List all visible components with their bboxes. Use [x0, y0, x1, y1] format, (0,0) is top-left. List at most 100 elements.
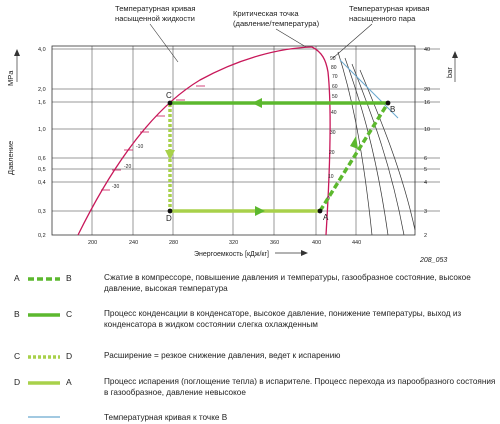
legend-line-blue-icon: [28, 416, 60, 418]
y-right-tick: 3: [424, 209, 427, 215]
isotherm-label: 40: [331, 110, 337, 116]
y-left-tick: 0,4: [38, 180, 46, 186]
critical-point-title-line2: (давление/температура): [233, 19, 320, 28]
y-right-tick: 5: [424, 167, 427, 173]
legend-line-evaporation-icon: [28, 381, 60, 385]
y-right-tick: 20: [424, 87, 430, 93]
y-left-axis-unit: MPa: [6, 70, 15, 86]
legend-text: Температурная кривая к точке B: [104, 413, 228, 422]
point-d-label: D: [166, 214, 172, 223]
x-tick: 320: [229, 240, 238, 246]
vapor-isotherm-labels: 90 80 70 60 50 40 30 20 10 0: [327, 56, 338, 202]
plot-frame: [51, 45, 416, 236]
isotherm-curve-2: [344, 57, 389, 236]
y-right-tick: 4: [424, 180, 427, 186]
point-d-marker: [167, 208, 173, 214]
y-left-tick: 0,6: [38, 156, 46, 162]
x-ticks: 200 240 280 320 360 400 440: [88, 240, 361, 246]
vapor-curve-leader: [332, 23, 373, 59]
x-tick: 400: [312, 240, 321, 246]
point-a-label: A: [323, 213, 329, 222]
liquid-curve-leader: [149, 23, 179, 63]
point-c-marker: [167, 100, 173, 106]
legend-from: C: [14, 351, 21, 361]
isotherm-label: -30: [112, 184, 119, 190]
y-right-tick: 16: [424, 100, 430, 106]
liquid-curve-title-line2: насыщенной жидкости: [115, 14, 195, 23]
y-right-ticks: 40 20 16 10 6 5 4 3 2: [424, 47, 430, 239]
isotherm-curve-1: [337, 51, 373, 236]
y-right-axis-unit: bar: [445, 67, 454, 78]
isotherm-label: 90: [330, 56, 336, 62]
y-right-tick: 2: [424, 233, 427, 239]
vapor-curve-title-line2: насыщенного пара: [349, 14, 416, 23]
process-b-c-arrow: [252, 98, 262, 108]
y-right-axis-arrowhead: [452, 51, 458, 58]
x-tick: 240: [129, 240, 138, 246]
y-left-axis-label: Давление: [6, 141, 15, 175]
x-tick: 440: [352, 240, 361, 246]
process-d-a-arrow: [255, 206, 265, 216]
point-a-marker: [317, 208, 323, 214]
point-c-label: C: [166, 91, 172, 100]
legend-line-solid-icon: [28, 313, 60, 317]
vapor-curve-title-line1: Температурная кривая: [349, 4, 429, 13]
y-left-tick: 4,0: [38, 47, 46, 53]
isotherm-label: 10: [328, 174, 334, 180]
y-left-tick: 1,0: [38, 127, 46, 133]
legend-text: Сжатие в компрессоре, повышение давления…: [104, 273, 471, 293]
saturated-vapor-curve: [311, 46, 331, 236]
legend-to: D: [66, 351, 73, 361]
y-left-axis-arrowhead: [14, 49, 20, 56]
isotherm-label: -10: [136, 144, 143, 150]
y-right-tick: 10: [424, 127, 430, 133]
point-b-label: B: [390, 105, 395, 114]
process-a-b: [318, 102, 390, 212]
legend-text: Процесс испарения (поглощение тепла) в и…: [104, 377, 496, 397]
y-left-tick: 1,6: [38, 100, 46, 106]
legend-to: C: [66, 309, 73, 319]
critical-point-title-line1: Критическая точка: [233, 9, 299, 18]
enthalpy-grid: [91, 46, 357, 235]
isotherm-label: -20: [124, 164, 131, 170]
legend-from: A: [14, 273, 20, 283]
process-c-d-arrow: [165, 150, 175, 160]
superheat-isotherms: [337, 51, 416, 236]
isotherm-curve-3: [351, 63, 405, 236]
y-left-ticks: 4,0 2,0 1,6 1,0 0,6 0,5 0,4 0,3 0,2: [38, 47, 46, 239]
point-b-marker: [385, 100, 391, 106]
y-left-tick: 0,2: [38, 233, 46, 239]
isotherm-label: 20: [329, 150, 335, 156]
x-axis-arrowhead: [301, 250, 308, 256]
x-axis-label: Энергоемкость [кДж/кг]: [194, 251, 269, 258]
y-right-tick: 40: [424, 47, 430, 53]
liquid-curve-title-line1: Температурная кривая: [115, 4, 195, 13]
isotherm-label: 80: [331, 65, 337, 71]
isotherm-label: 50: [332, 94, 338, 100]
x-tick: 200: [88, 240, 97, 246]
legend-to: B: [66, 273, 72, 283]
y-left-tick: 0,5: [38, 167, 46, 173]
liquid-isotherm-marks: [101, 85, 205, 191]
y-left-tick: 2,0: [38, 87, 46, 93]
liquid-isotherm-labels: -30 -20 -10: [112, 144, 143, 190]
isotherm-label: 70: [332, 74, 338, 80]
legend-line-dotted-icon: [28, 355, 60, 359]
legend-text: Процесс конденсации в конденсаторе, высо…: [104, 309, 462, 329]
legend-from: D: [14, 377, 21, 387]
isotherm-point-b: [339, 59, 399, 119]
x-tick: 360: [270, 240, 279, 246]
saturated-liquid-curve: [77, 46, 313, 236]
legend-text: Расширение = резкое снижение давления, в…: [104, 351, 341, 360]
legend-line-dashed-icon: [28, 277, 60, 281]
y-left-tick: 0,3: [38, 209, 46, 215]
figure-code: 208_053: [419, 257, 447, 264]
x-tick: 280: [169, 240, 178, 246]
y-right-tick: 6: [424, 156, 427, 162]
isotherm-label: 60: [332, 84, 338, 90]
legend-to: A: [66, 377, 72, 387]
critical-point-leader: [275, 28, 307, 48]
process-a-b-arrow: [350, 136, 358, 149]
